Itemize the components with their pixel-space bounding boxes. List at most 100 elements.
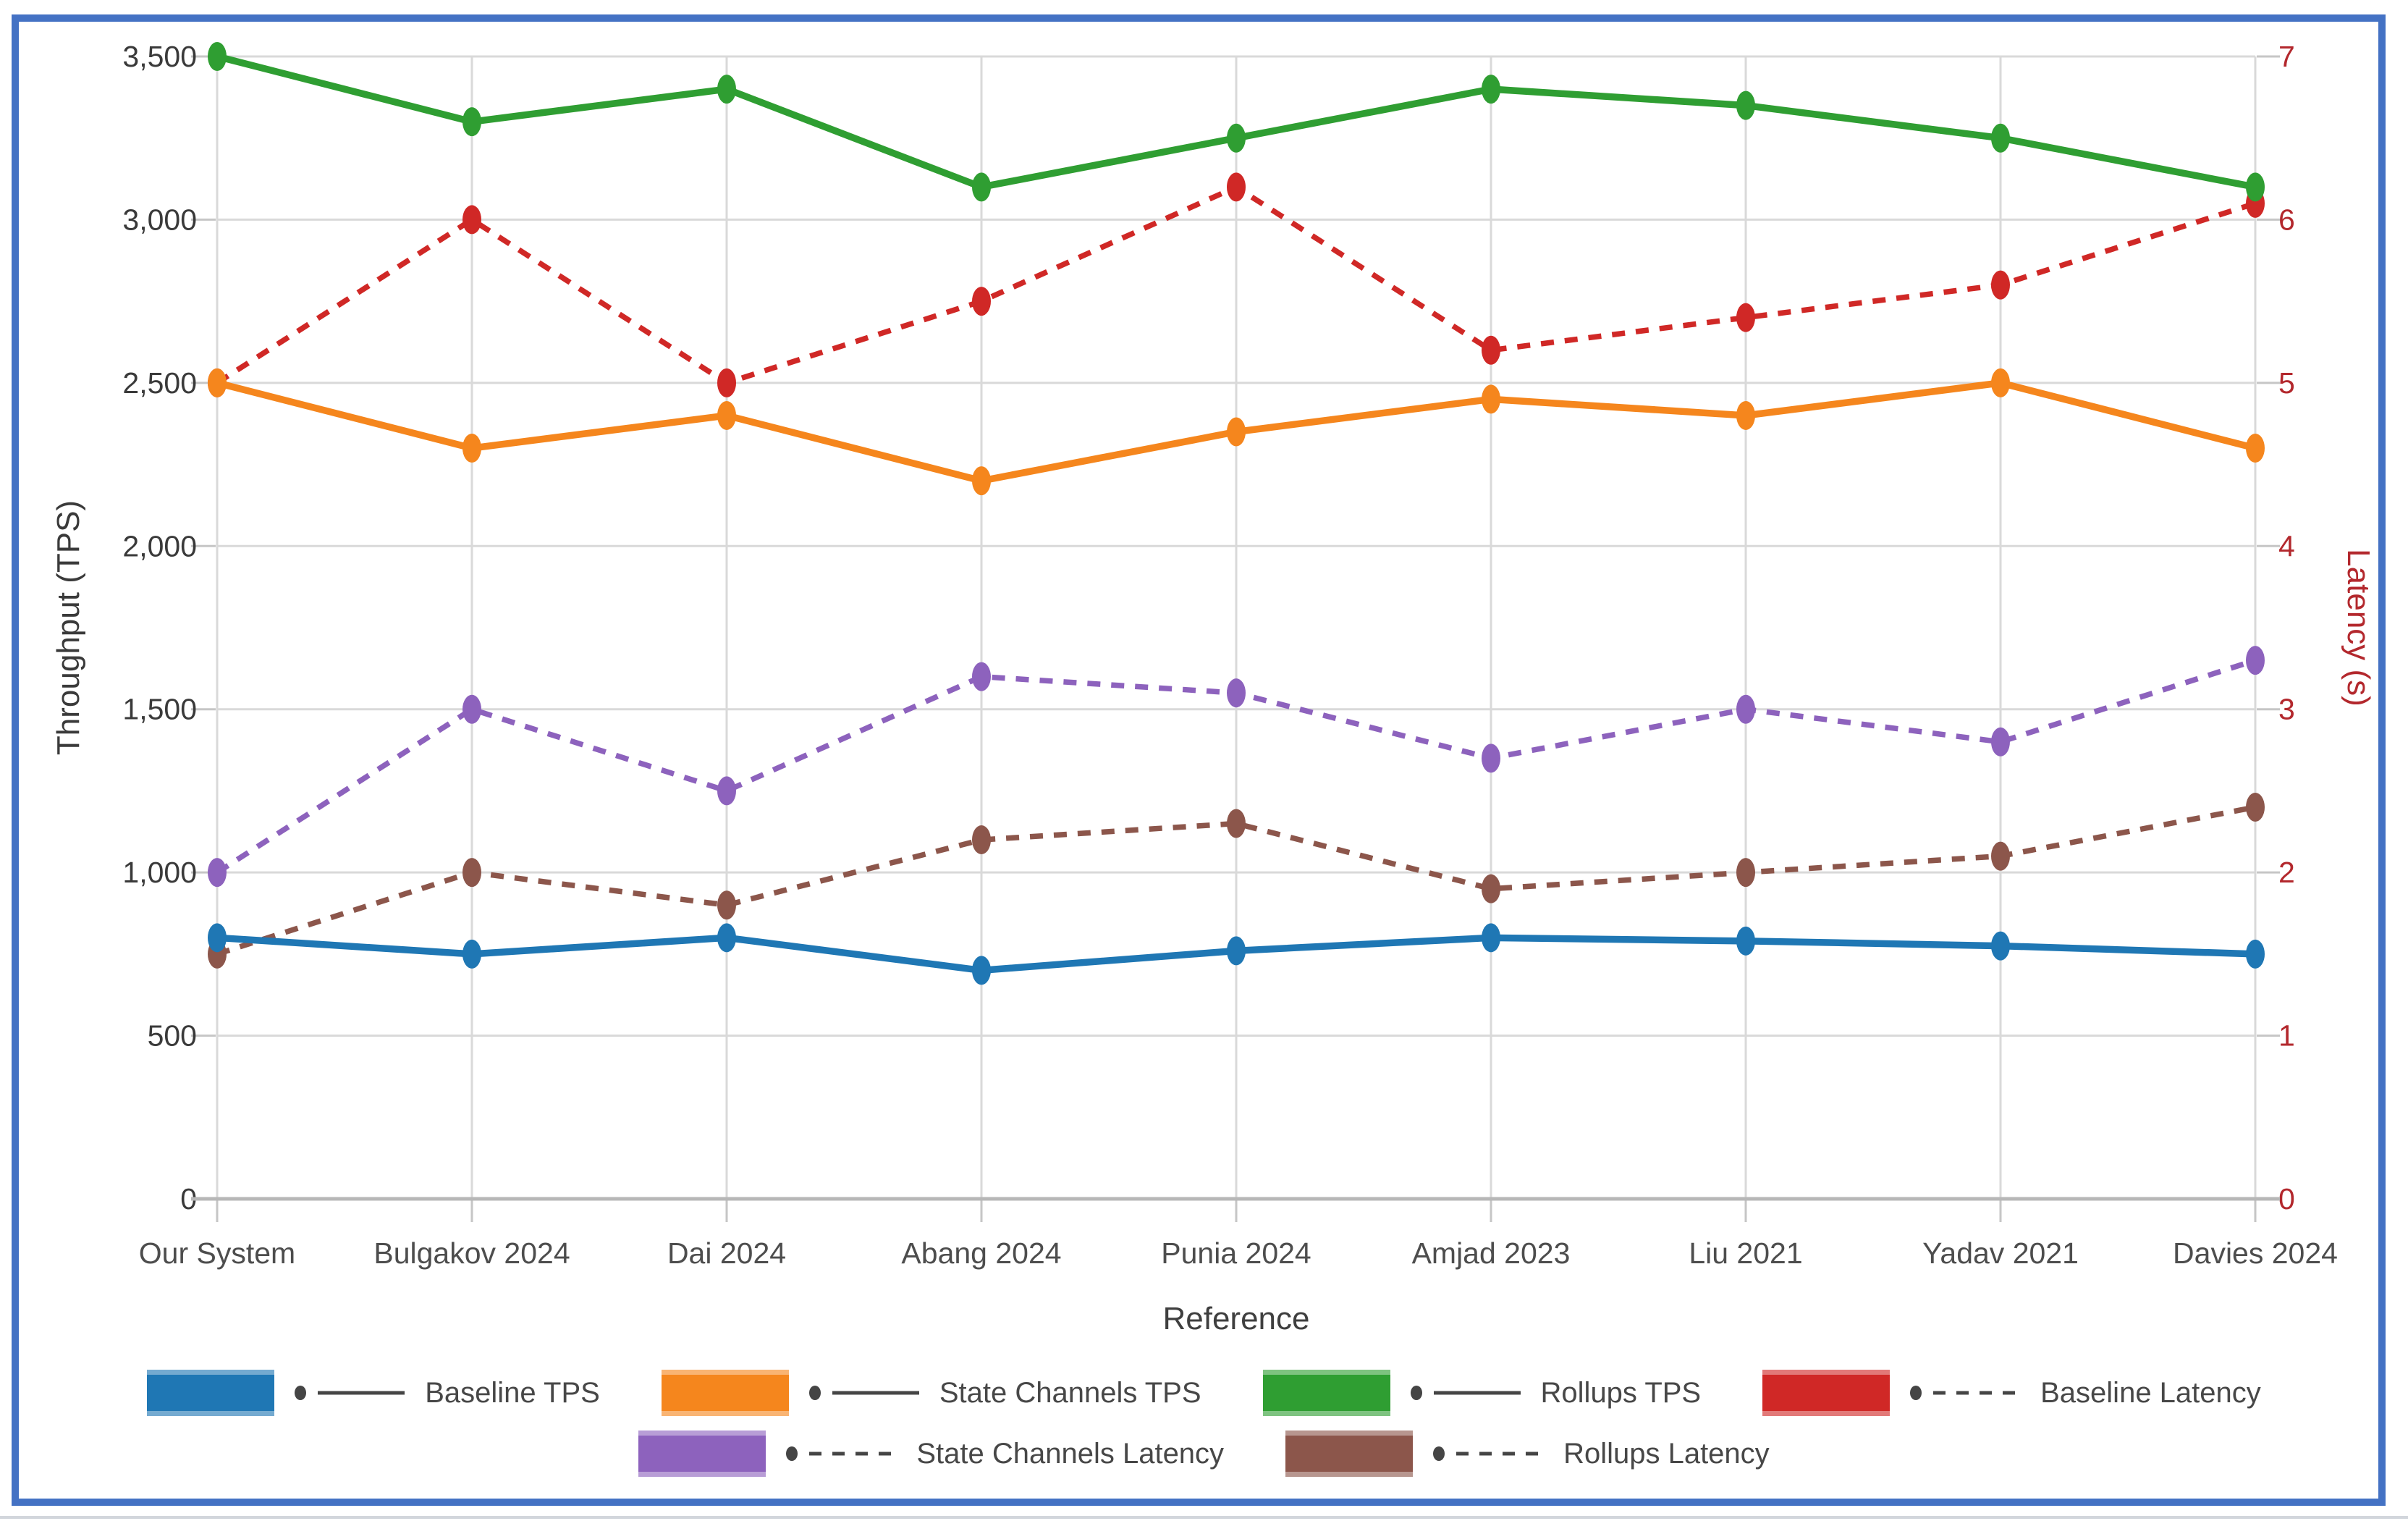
x-tick-label: Liu 2021 (1689, 1236, 1802, 1270)
data-point-rollups-tps (1227, 123, 1246, 153)
legend-swatch-baseline-tps (147, 1370, 275, 1416)
legend-row: State Channels Latency Rollups Latency (638, 1431, 1770, 1477)
series-line-rollups-latency (216, 804, 2256, 957)
data-point-state-channels-latency (462, 694, 481, 724)
data-point-rollups-latency (717, 890, 736, 920)
x-tick-label: Abang 2024 (901, 1236, 1061, 1270)
legend-item-rollups-latency: Rollups Latency (1285, 1431, 1770, 1477)
data-point-baseline-latency (1227, 172, 1246, 202)
data-point-rollups-latency (462, 858, 481, 888)
data-point-rollups-tps (208, 42, 227, 71)
y-tick-label-left: 1,000 (122, 856, 197, 889)
data-point-state-channels-tps (1991, 368, 2010, 397)
legend-item-rollups-tps: Rollups TPS (1262, 1370, 1702, 1416)
data-point-baseline-latency (462, 205, 481, 235)
data-point-rollups-latency (2246, 792, 2265, 822)
data-point-rollups-latency (972, 825, 991, 855)
x-tick-label: Our System (139, 1236, 295, 1270)
y-tick-label-right: 3 (2278, 693, 2295, 726)
data-point-rollups-tps (717, 75, 736, 104)
data-point-state-channels-latency (972, 662, 991, 691)
data-point-state-channels-latency (717, 776, 736, 806)
chart-border (12, 14, 2386, 1506)
data-point-rollups-tps (1482, 75, 1500, 104)
y-tick-label-right: 0 (2278, 1182, 2295, 1215)
y-tick-label-right: 6 (2278, 203, 2295, 236)
data-point-rollups-latency (1991, 841, 2010, 871)
data-point-state-channels-latency (1991, 727, 2010, 757)
legend-item-baseline-tps: Baseline TPS (147, 1370, 600, 1416)
legend-label-rollups-latency: Rollups Latency (1563, 1437, 1770, 1470)
y-tick-label-left: 3,000 (122, 203, 197, 236)
data-point-state-channels-tps (2246, 434, 2265, 463)
data-point-state-channels-tps (1227, 417, 1246, 447)
solid-line-marker-icon (1410, 1386, 1521, 1400)
data-point-baseline-tps (208, 923, 227, 953)
legend-item-baseline-latency: Baseline Latency (1762, 1370, 2261, 1416)
data-point-baseline-latency (1736, 303, 1755, 332)
legend-row: Baseline TPS State Channels TPS Rollups TP… (147, 1370, 2261, 1416)
solid-line-marker-icon (808, 1386, 919, 1400)
y-tick-label-left: 500 (148, 1019, 197, 1053)
data-point-rollups-latency (1736, 858, 1755, 888)
data-point-baseline-tps (1227, 936, 1246, 966)
dashed-line-marker-icon (1910, 1386, 2021, 1400)
data-point-rollups-tps (1736, 90, 1755, 120)
dashed-line-marker-icon (1433, 1446, 1544, 1461)
data-point-state-channels-tps (717, 400, 736, 430)
y-tick-label-left: 1,500 (122, 693, 197, 726)
y-axis-title-left: Throughput (TPS) (51, 500, 86, 756)
data-point-state-channels-tps (1482, 384, 1500, 414)
data-point-rollups-tps (462, 107, 481, 137)
x-tick-label: Dai 2024 (667, 1236, 786, 1270)
x-tick-label: Amjad 2023 (1412, 1236, 1571, 1270)
data-point-state-channels-latency (1736, 694, 1755, 724)
data-point-baseline-tps (462, 939, 481, 969)
data-point-rollups-tps (1991, 123, 2010, 153)
solid-line-marker-icon (295, 1386, 405, 1400)
y-tick-label-right: 4 (2278, 529, 2295, 563)
x-tick-label: Bulgakov 2024 (373, 1236, 570, 1270)
y-tick-label-right: 5 (2278, 366, 2295, 400)
dashed-line-marker-icon (786, 1446, 897, 1461)
legend-label-state-channels-latency: State Channels Latency (916, 1437, 1225, 1470)
data-point-baseline-tps (1736, 926, 1755, 956)
legend-label-rollups-tps: Rollups TPS (1540, 1376, 1702, 1409)
data-point-baseline-tps (717, 923, 736, 953)
data-point-state-channels-tps (1736, 400, 1755, 430)
y-tick-label-left: 3,500 (122, 40, 197, 73)
data-point-rollups-latency (1227, 809, 1246, 838)
data-point-state-channels-tps (462, 434, 481, 463)
y-tick-label-right: 1 (2278, 1019, 2295, 1053)
page-edge-line (0, 1516, 2408, 1519)
data-point-baseline-latency (972, 287, 991, 316)
data-point-state-channels-latency (2246, 646, 2265, 675)
legend-label-state-channels-tps: State Channels TPS (939, 1376, 1201, 1409)
data-point-baseline-tps (972, 956, 991, 985)
data-point-baseline-latency (1482, 335, 1500, 365)
data-point-baseline-tps (2246, 939, 2265, 969)
legend-swatch-rollups-latency (1285, 1431, 1414, 1477)
y-tick-label-right: 2 (2278, 856, 2295, 889)
data-point-state-channels-tps (972, 466, 991, 496)
data-point-state-channels-latency (1227, 678, 1246, 708)
data-point-rollups-latency (1482, 874, 1500, 903)
x-axis-title: Reference (1162, 1301, 1310, 1336)
legend-swatch-state-channels-latency (638, 1431, 766, 1477)
y-tick-label-left: 2,000 (122, 529, 197, 563)
data-point-baseline-latency (1991, 270, 2010, 300)
legend-label-baseline-tps: Baseline TPS (425, 1376, 600, 1409)
data-point-rollups-tps (972, 172, 991, 202)
legend: Baseline TPS State Channels TPS Rollups TP… (0, 1370, 2408, 1477)
x-tick-label: Yadav 2021 (1922, 1236, 2079, 1270)
legend-item-state-channels-tps: State Channels TPS (661, 1370, 1201, 1416)
x-tick-label: Davies 2024 (2173, 1236, 2338, 1270)
data-point-state-channels-latency (1482, 743, 1500, 773)
legend-swatch-state-channels-tps (661, 1370, 789, 1416)
data-point-baseline-tps (1482, 923, 1500, 953)
x-tick-label: Punia 2024 (1161, 1236, 1311, 1270)
legend-swatch-rollups-tps (1262, 1370, 1390, 1416)
data-point-baseline-latency (717, 368, 736, 397)
legend-item-state-channels-latency: State Channels Latency (638, 1431, 1224, 1477)
